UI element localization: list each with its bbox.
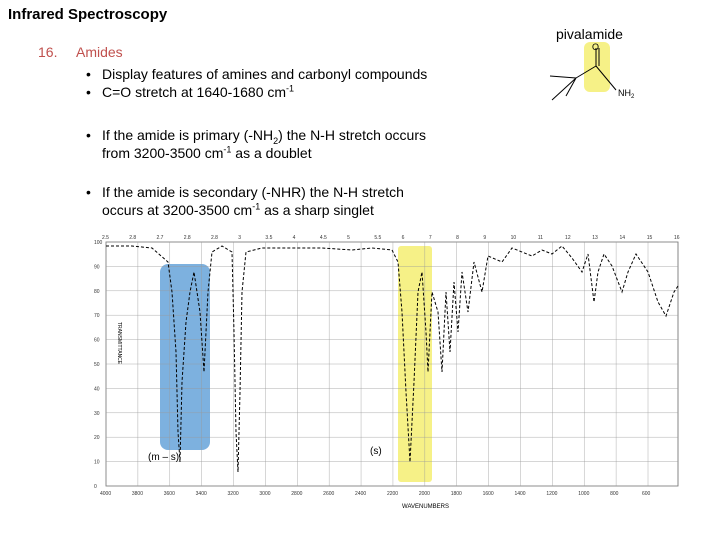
left-tick-label: 30 xyxy=(94,411,100,417)
spectrum-grid xyxy=(105,241,678,487)
bottom-tick-label: 3000 xyxy=(259,491,270,497)
top-tick-label: 3.5 xyxy=(265,235,272,241)
left-tick-label: 0 xyxy=(94,484,97,490)
nh-region-label: (m – s) xyxy=(148,452,179,463)
co-region-label: (s) xyxy=(370,446,382,457)
top-tick-label: 8 xyxy=(456,235,459,241)
slide-title: Infrared Spectroscopy xyxy=(8,6,168,23)
bottom-tick-label: 600 xyxy=(642,491,651,497)
bottom-tick-label: 1200 xyxy=(546,491,557,497)
top-tick-label: 2.5 xyxy=(102,235,109,241)
bottom-tick-label: 3400 xyxy=(196,491,207,497)
pivalamide-structure: O NH2 xyxy=(549,42,635,101)
spectrum-trace xyxy=(106,245,679,473)
bottom-tick-label: 800 xyxy=(610,491,619,497)
top-tick-label: 2.8 xyxy=(211,235,218,241)
top-tick-label: 16 xyxy=(674,235,680,241)
top-tick-label: 13 xyxy=(592,235,598,241)
top-tick-label: 5 xyxy=(347,235,350,241)
bottom-tick-label: 2200 xyxy=(387,491,398,497)
left-tick-label: 50 xyxy=(94,362,100,368)
bottom-tick-label: 2600 xyxy=(323,491,334,497)
top-tick-label: 9 xyxy=(483,235,486,241)
top-tick-label: 4 xyxy=(293,235,296,241)
left-tick-label: 70 xyxy=(94,313,100,319)
top-tick-label: 11 xyxy=(538,235,543,241)
section-number: 16. xyxy=(38,44,58,60)
bottom-tick-label: 3800 xyxy=(132,491,143,497)
left-tick-label: 40 xyxy=(94,386,100,392)
left-tick-label: 10 xyxy=(94,460,100,466)
bottom-tick-label: 1400 xyxy=(514,491,525,497)
left-tick-label: 20 xyxy=(94,435,100,441)
bullet-amine-carbonyl: • Display features of amines and carbony… xyxy=(86,66,428,82)
bottom-tick-label: 1000 xyxy=(578,491,589,497)
bottom-axis-ticks: 4000 3800 3600 3400 3200 3000 2800 2600 2400 2200… xyxy=(100,491,651,497)
top-tick-label: 4.5 xyxy=(320,235,327,241)
y-axis-title: TRANSMITTANCE xyxy=(116,322,122,365)
left-tick-label: 90 xyxy=(94,264,100,270)
top-axis-ticks: 2.5 2.8 2.7 2.8 2.8 3 3.5 4 4.5 5 5.5 6 7 8 9 10 11 12 13 1… xyxy=(102,235,680,241)
top-tick-label: 12 xyxy=(565,235,571,241)
top-tick-label: 15 xyxy=(647,235,653,241)
bottom-tick-label: 2800 xyxy=(291,491,302,497)
top-tick-label: 7 xyxy=(429,235,432,241)
bottom-tick-label: 2000 xyxy=(419,491,430,497)
bullet-primary-amide: • If the amide is primary (-NH2) the N-H… xyxy=(86,127,426,161)
bottom-tick-label: 3600 xyxy=(164,491,175,497)
section-title: Amides xyxy=(76,44,123,60)
left-tick-label: 100 xyxy=(94,240,103,246)
oxygen-atom: O xyxy=(592,42,599,52)
left-tick-label: 60 xyxy=(94,338,100,344)
x-axis-title: WAVENUMBERS xyxy=(402,504,449,510)
ir-spectrum: 2.5 2.8 2.7 2.8 2.8 3 3.5 4 4.5 5 5.5 6 7 8 9 10 11 12 13 1… xyxy=(94,235,680,510)
top-tick-label: 10 xyxy=(511,235,517,241)
left-tick-label: 80 xyxy=(94,289,100,295)
nh-stretch-highlight xyxy=(160,264,210,450)
top-tick-label: 3 xyxy=(238,235,241,241)
top-tick-label: 2.8 xyxy=(129,235,136,241)
bottom-tick-label: 2400 xyxy=(355,491,366,497)
top-tick-label: 2.8 xyxy=(184,235,191,241)
bottom-tick-label: 3200 xyxy=(228,491,239,497)
bullet-co-stretch: • C=O stretch at 1640-1680 cm-1 xyxy=(86,83,295,100)
molecule-label: pivalamide xyxy=(556,26,623,42)
top-tick-label: 14 xyxy=(620,235,626,241)
top-tick-label: 2.7 xyxy=(156,235,163,241)
top-tick-label: 6 xyxy=(402,235,405,241)
bottom-tick-label: 4000 xyxy=(100,491,111,497)
bottom-tick-label: 1800 xyxy=(451,491,462,497)
bullet-secondary-amide: • If the amide is secondary (-NHR) the N… xyxy=(86,184,404,218)
amine-group: NH2 xyxy=(618,88,635,100)
top-tick-label: 5.5 xyxy=(374,235,381,241)
bottom-tick-label: 1600 xyxy=(483,491,494,497)
